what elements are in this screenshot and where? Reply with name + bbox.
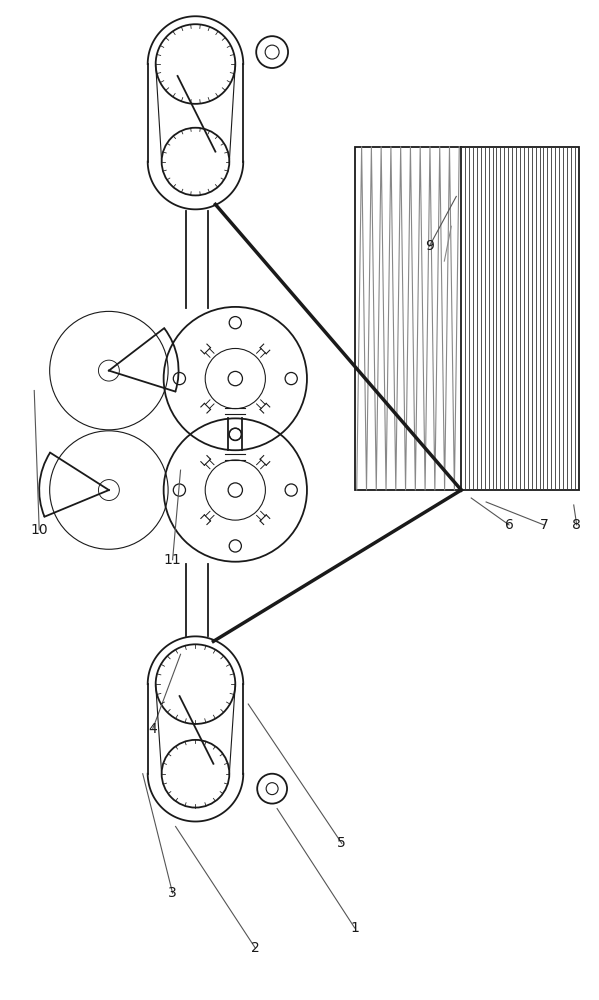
Text: 9: 9 [425,239,434,253]
Text: 5: 5 [337,836,346,850]
Text: 6: 6 [504,518,513,532]
Text: 10: 10 [31,523,48,537]
Text: 2: 2 [251,941,259,955]
Text: 11: 11 [164,553,181,567]
Bar [355,147,579,490]
Text: 8: 8 [572,518,581,532]
Text: 3: 3 [168,886,177,900]
Text: 1: 1 [350,921,359,935]
Text: 7: 7 [540,518,548,532]
Text: 4: 4 [149,722,157,736]
